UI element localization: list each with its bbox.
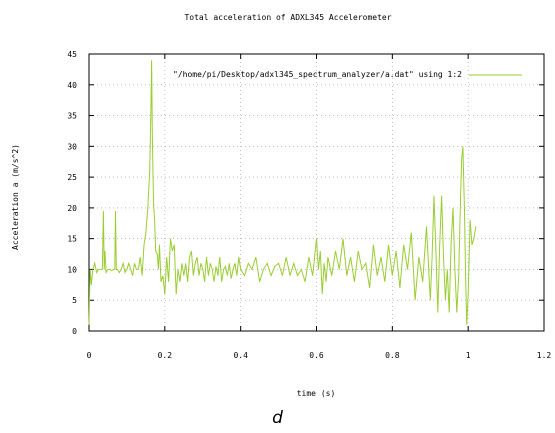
y-tick-label: 25 <box>67 173 77 182</box>
x-tick-label: 0.2 <box>158 351 173 360</box>
plot-frame <box>88 53 545 332</box>
x-tick-label: 0 <box>87 351 92 360</box>
figure-caption: d <box>272 408 283 428</box>
y-axis: 0 5 10 15 20 25 30 35 40 45 <box>67 50 544 336</box>
y-tick-label: 0 <box>72 327 77 336</box>
x-tick-label: 0.4 <box>233 351 248 360</box>
y-tick-label: 10 <box>67 265 77 274</box>
legend: "/home/pi/Desktop/adxl345_spectrum_analy… <box>173 70 522 79</box>
x-tick-label: 0.6 <box>309 351 324 360</box>
y-tick-label: 15 <box>67 235 77 244</box>
x-tick-label: 1 <box>466 351 471 360</box>
y-tick-label: 30 <box>67 142 77 151</box>
chart-title: Total acceleration of ADXL345 Accelerome… <box>184 13 391 22</box>
y-tick-label: 40 <box>67 81 77 90</box>
y-tick-label: 45 <box>67 50 77 59</box>
legend-entry-label: "/home/pi/Desktop/adxl345_spectrum_analy… <box>173 70 462 79</box>
y-tick-label: 35 <box>67 112 77 121</box>
x-tick-label: 1.2 <box>537 351 552 360</box>
x-tick-label: 0.8 <box>385 351 400 360</box>
grid <box>89 54 544 331</box>
x-axis: 0 0.2 0.4 0.6 0.8 1 1.2 <box>87 54 552 360</box>
series-line <box>88 60 477 325</box>
x-axis-label: time (s) <box>297 389 336 398</box>
y-tick-label: 20 <box>67 204 77 213</box>
y-tick-label: 5 <box>72 296 77 305</box>
y-axis-label: Acceleration a (m/s^2) <box>11 144 20 250</box>
